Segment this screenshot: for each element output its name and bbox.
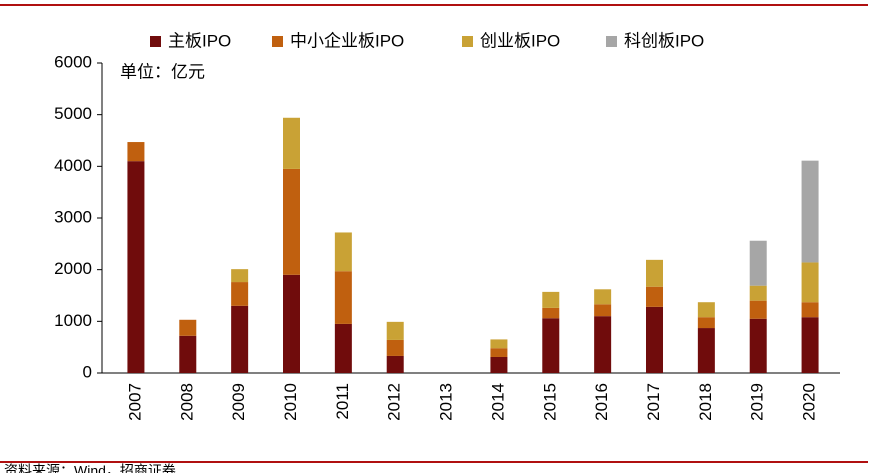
bar-segment — [801, 317, 819, 373]
x-tick-label: 2017 — [644, 383, 663, 421]
x-tick-label: 2015 — [540, 383, 559, 421]
bar-segment — [231, 269, 249, 283]
bar-segment — [697, 317, 715, 329]
bar-segment — [490, 348, 508, 357]
bar-segment — [283, 117, 300, 169]
y-tick-label: 1000 — [54, 311, 92, 330]
bar-segment — [594, 304, 612, 317]
x-tick-label: 2019 — [748, 383, 767, 421]
legend-label: 科创板IPO — [624, 31, 704, 50]
legend-label: 中小企业板IPO — [290, 31, 404, 50]
bar-segment — [749, 285, 767, 301]
bar-segment — [127, 142, 145, 162]
bar-segment — [542, 318, 560, 373]
bar-segment — [749, 318, 767, 373]
legend-swatch — [606, 36, 617, 47]
y-tick-label: 5000 — [54, 104, 92, 123]
bar-segment — [542, 291, 560, 308]
bar-segment — [386, 355, 404, 373]
bar-segment — [646, 306, 663, 373]
y-tick-label: 2000 — [54, 259, 92, 278]
bar-segment — [542, 307, 560, 319]
bar-segment — [386, 339, 404, 356]
x-tick-label: 2018 — [696, 383, 715, 421]
legend-label: 创业板IPO — [480, 31, 560, 50]
x-tick-label: 2013 — [437, 383, 456, 421]
bar-segment — [283, 274, 300, 373]
bar-segment — [386, 321, 404, 340]
bar-segment — [490, 339, 508, 349]
x-tick-label: 2014 — [488, 383, 507, 421]
y-tick-label: 3000 — [54, 207, 92, 226]
bar-segment — [179, 319, 197, 336]
bar-segment — [490, 356, 508, 373]
source-note: 资料来源：Wind，招商证券 — [4, 463, 176, 473]
bar-segment — [646, 286, 663, 307]
legend-swatch — [272, 36, 283, 47]
bar-segment — [801, 160, 819, 263]
legend-swatch — [150, 36, 161, 47]
bar-segment — [749, 240, 767, 286]
x-tick-label: 2007 — [125, 383, 144, 421]
x-tick-label: 2008 — [177, 383, 196, 421]
bar-segment — [749, 300, 767, 319]
bar-segment — [801, 262, 819, 303]
x-tick-label: 2010 — [281, 383, 300, 421]
bar-segment — [594, 289, 612, 305]
y-tick-label: 4000 — [54, 156, 92, 175]
bar-segment — [594, 316, 612, 373]
x-tick-label: 2009 — [229, 383, 248, 421]
bar-segment — [697, 328, 715, 373]
bar-segment — [179, 335, 197, 373]
bar-segment — [334, 271, 352, 324]
x-tick-label: 2012 — [385, 383, 404, 421]
unit-annotation: 单位：亿元 — [120, 62, 205, 81]
bar-segment — [283, 168, 300, 275]
y-tick-label: 6000 — [54, 52, 92, 71]
bar-segment — [646, 259, 663, 287]
bar-segment — [231, 305, 249, 373]
bar-segment — [334, 323, 352, 373]
x-tick-label: 2016 — [592, 383, 611, 421]
bar-segment — [231, 282, 249, 306]
x-tick-label: 2011 — [333, 383, 352, 420]
bar-segment — [334, 232, 352, 272]
bar-segment — [697, 302, 715, 318]
bar-segment — [801, 302, 819, 318]
bar-segment — [127, 161, 145, 373]
x-tick-label: 2020 — [800, 383, 819, 421]
legend-label: 主板IPO — [168, 31, 231, 50]
y-tick-label: 0 — [83, 362, 92, 381]
legend-swatch — [462, 36, 473, 47]
